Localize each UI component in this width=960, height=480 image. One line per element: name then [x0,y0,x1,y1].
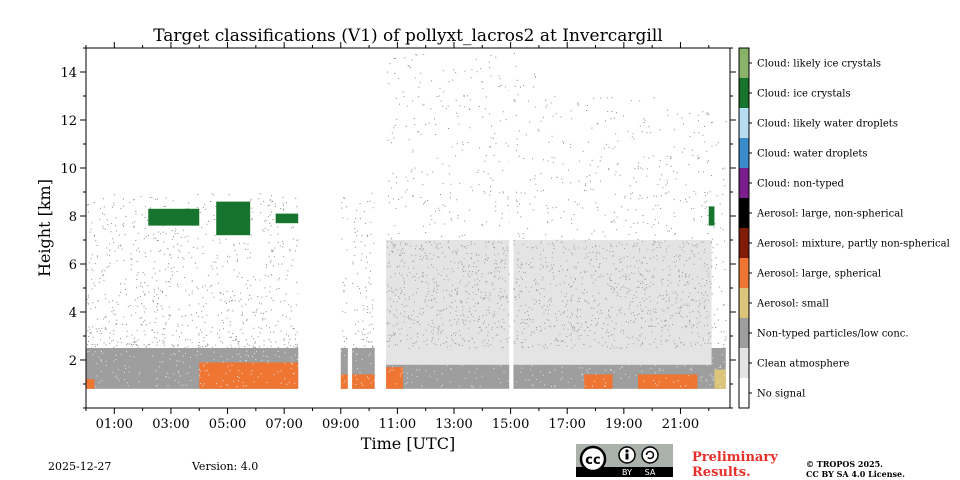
plot-frame [85,47,731,409]
preliminary-line2: Results. [692,465,751,480]
colorbar-swatch [739,108,749,138]
colorbar-frame [738,47,750,409]
region-cloud-ice-crystals-9 [148,208,200,226]
colorbar-label: Cloud: likely water droplets [757,119,898,130]
class-colorbar: No signal Clean atmosphere Non-typed parti… [738,47,950,409]
y-tick-label: 6 [69,258,77,273]
share-alike-icon [641,446,659,464]
region-aerosol-large-spherical-4 [340,374,375,389]
colorbar-label: Clean atmosphere [757,359,850,370]
badge-sa-text: SA [645,468,656,477]
x-tick-label: 13:00 [435,417,472,432]
preliminary-line1: Preliminary [692,450,778,465]
badge-cc-text: cc [585,453,600,468]
colorbar-swatch [739,378,749,408]
no-signal-gaps [298,48,514,408]
colorbar-swatch [739,228,749,258]
copyright-line1: © TROPOS 2025. [806,459,883,469]
colorbar-label: Cloud: ice crystals [757,89,851,100]
colorbar-swatch [739,288,749,318]
region-aerosol-large-spherical-3 [199,362,299,389]
y-tick-label: 10 [60,162,77,177]
colorbar-label: Non-typed particles/low conc. [757,329,909,340]
region-clean-atmosphere-1 [383,240,712,365]
x-tick-label: 19:00 [605,417,642,432]
y-axis: 2 4 6 8 10 12 14 [60,47,736,409]
x-tick-label: 15:00 [492,417,529,432]
colorbar-label: Aerosol: small [756,299,829,310]
colorbar-swatch [739,258,749,288]
region-cloud-ice-crystals-10 [216,201,251,236]
colorbar-label: Aerosol: large, spherical [756,269,881,280]
x-tick-label: 03:00 [152,417,189,432]
no-signal-gap-3 [509,48,514,408]
colorbar-swatch [739,348,749,378]
share-alike-arrow [645,450,655,460]
y-tick-label: 14 [60,66,77,81]
x-axis: 01:00 03:00 05:00 07:00 09:00 11:00 13:00 15:00… [85,42,710,432]
colorbar-swatch [739,198,749,228]
colorbar-swatch [739,78,749,108]
region-cloud-ice-crystals-12 [708,206,715,226]
x-tick-label: 17:00 [548,417,585,432]
attribution-body [625,453,629,460]
colorbar-swatch [739,138,749,168]
x-tick-label: 05:00 [209,417,246,432]
no-signal-gap-0 [298,48,341,408]
attribution-head [625,449,629,453]
colorbar-label: Cloud: likely ice crystals [757,59,881,70]
footer-version: Version: 4.0 [191,460,258,473]
cc-logo-icon [579,445,607,473]
y-tick-label: 4 [69,306,77,321]
region-aerosol-large-spherical-2 [86,379,95,389]
x-tick-label: 01:00 [96,417,133,432]
chart-title: Target classifications (V1) of pollyxt_l… [153,26,662,46]
colorbar-label: Aerosol: mixture, partly non-spherical [756,239,950,250]
region-aerosol-large-spherical-7 [638,374,698,389]
colorbar-label: Cloud: non-typed [757,179,845,190]
footer-date: 2025-12-27 [48,460,111,473]
x-tick-label: 11:00 [379,417,416,432]
y-tick-label: 12 [60,114,77,129]
colorbar-label: Aerosol: large, non-spherical [756,209,903,220]
x-tick-label: 09:00 [322,417,359,432]
no-signal-gap-1 [347,48,353,408]
x-tick-label: 07:00 [265,417,302,432]
region-aerosol-large-spherical-6 [584,374,613,389]
x-axis-label: Time [UTC] [361,434,455,453]
colorbar-swatch [739,318,749,348]
colorbar-label: No signal [757,389,805,400]
y-axis-label: Height [km] [35,179,54,277]
plot-area [85,47,731,409]
cc-by-sa-badge: cc BY SA [576,444,673,477]
region-cloud-ice-crystals-11 [275,213,299,224]
y-tick-label: 8 [69,210,77,225]
copyright-line2: CC BY SA 4.0 License. [806,469,905,479]
colorbar-swatch [739,168,749,198]
colorbar-swatch [739,48,749,78]
badge-by-text: BY [622,468,632,477]
no-signal-gap-2 [374,48,387,408]
x-tick-label: 21:00 [662,417,699,432]
badge-strip [576,467,673,477]
colorbar-label: Cloud: water droplets [757,149,868,160]
y-tick-label: 2 [69,354,77,369]
region-aerosol-large-spherical-5 [386,367,404,389]
